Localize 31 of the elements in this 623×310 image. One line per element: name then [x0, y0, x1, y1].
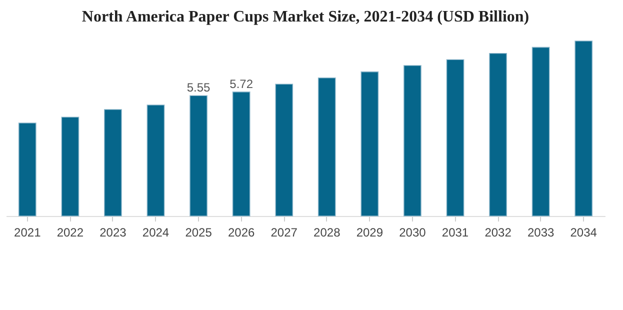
data-label: 5.72	[230, 76, 254, 91]
bar	[360, 71, 379, 216]
x-tick-label: 2030	[399, 226, 426, 240]
chart-title: North America Paper Cups Market Size, 2021-2034 (USD Billion)	[82, 8, 530, 26]
x-tick-label: 2034	[570, 226, 598, 240]
bar	[404, 65, 422, 216]
bar	[532, 46, 550, 216]
x-tick-label: 2031	[442, 226, 469, 240]
x-tick-label: 2028	[314, 226, 341, 240]
data-label: 5.55	[186, 80, 211, 95]
bar	[146, 104, 165, 216]
bar	[574, 40, 593, 216]
bar	[190, 95, 208, 216]
x-tick-label: 2023	[100, 226, 127, 240]
x-tick-label: 2032	[484, 226, 512, 240]
bar	[18, 122, 36, 216]
x-tick-label: 2026	[228, 226, 255, 240]
bar	[318, 77, 336, 216]
bar	[232, 92, 250, 216]
x-tick-label: 2021	[14, 226, 42, 240]
bar	[61, 116, 80, 216]
bar	[275, 84, 294, 216]
x-tick-label: 2027	[270, 226, 298, 240]
bar	[446, 59, 464, 216]
x-tick-label: 2025	[185, 226, 212, 240]
x-tick-label: 2029	[356, 226, 384, 240]
x-tick-label: 2022	[56, 226, 84, 240]
x-tick-label: 2024	[142, 226, 170, 240]
bar	[489, 52, 507, 216]
bar	[104, 109, 122, 216]
x-tick-label: 2033	[527, 226, 554, 240]
